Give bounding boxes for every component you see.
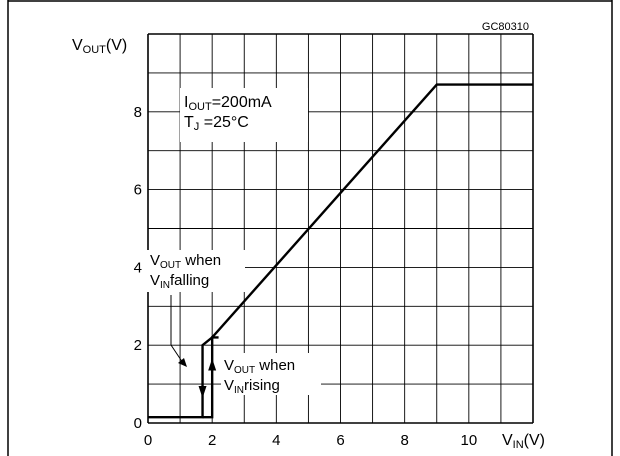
x-axis-title-sub: IN	[513, 439, 524, 451]
rising-l1-main: V	[224, 357, 234, 374]
condition-iout-rest: =200mA	[212, 94, 272, 111]
x-tick-label: 10	[460, 432, 477, 449]
x-tick-label: 8	[400, 432, 408, 449]
condition-iout-sub: OUT	[188, 101, 212, 113]
y-axis-title-unit: (V)	[106, 37, 127, 54]
falling-label-line1: VOUT when	[150, 252, 221, 271]
x-tick-label: 4	[272, 432, 280, 449]
falling-l2-rest: falling	[170, 272, 209, 289]
x-tick-label: 6	[336, 432, 344, 449]
rising-arrow-icon	[208, 358, 217, 371]
y-tick-label: 2	[134, 337, 142, 354]
falling-label-box	[147, 250, 245, 292]
falling-l2-main: V	[150, 272, 160, 289]
rising-l2-sub: IN	[234, 385, 244, 396]
x-axis-title: VIN(V)	[502, 432, 545, 451]
curves	[148, 83, 533, 419]
x-tick-label: 2	[208, 432, 216, 449]
rising-l1-rest: when	[255, 357, 295, 374]
y-tick-label: 6	[134, 182, 142, 199]
falling-pointer-line	[170, 295, 184, 364]
x-tick-label: 0	[144, 432, 152, 449]
condition-tj-sub: J	[194, 121, 200, 133]
y-axis-title-sub: OUT	[83, 44, 107, 56]
falling-label-line2: VINfalling	[150, 272, 209, 291]
condition-tj-main: T	[184, 114, 194, 131]
falling-l1-main: V	[150, 252, 160, 269]
rising-label-line1: VOUT when	[224, 357, 295, 376]
rising-label-box	[221, 353, 321, 395]
rising-label-line2: VINrising	[224, 377, 280, 396]
x-axis-title-main: V	[502, 432, 513, 449]
tick-labels: 0 2 4 6 8 10 0 2 4 6 8	[134, 104, 478, 449]
rising-l2-main: V	[224, 377, 234, 394]
series-line-0	[148, 83, 533, 419]
falling-l1-rest: when	[181, 252, 221, 269]
y-axis-title: VOUT(V)	[72, 37, 127, 56]
rising-l1-sub: OUT	[234, 365, 255, 376]
x-axis-title-unit: (V)	[524, 432, 545, 449]
conditions-box	[180, 88, 308, 142]
falling-pointer-arrowhead	[178, 358, 187, 367]
y-tick-label: 0	[134, 415, 142, 432]
condition-tj-rest: =25°C	[199, 114, 249, 131]
condition-tj: TJ =25°C	[184, 114, 249, 133]
figure-code: GC80310	[482, 21, 529, 33]
condition-iout: IOUT=200mA	[184, 94, 272, 113]
y-tick-label: 8	[134, 104, 142, 121]
falling-l2-sub: IN	[160, 280, 170, 291]
y-axis-title-main: V	[72, 37, 83, 54]
condition-iout-main: I	[184, 94, 188, 111]
series-line-1	[202, 336, 219, 419]
falling-l1-sub: OUT	[160, 260, 181, 271]
rising-l2-rest: rising	[244, 377, 280, 394]
y-tick-label: 4	[134, 259, 142, 276]
falling-arrow-icon	[198, 386, 207, 399]
